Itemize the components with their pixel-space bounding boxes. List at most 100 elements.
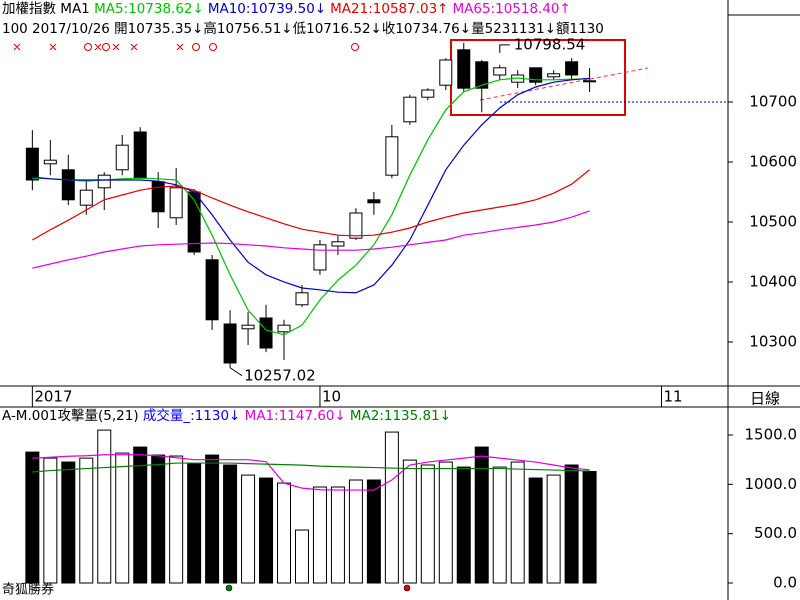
volume-title: A-M.001攻擊量(5,21): [2, 408, 139, 424]
volume-bar: [205, 454, 220, 584]
volume-bar: [25, 451, 40, 584]
candle-body: [385, 136, 399, 176]
volume-bar: [259, 477, 274, 584]
x-tick-label: 2017: [34, 388, 72, 406]
ma-line: [32, 169, 590, 241]
ma-line: [32, 77, 590, 294]
period-label[interactable]: 日線: [750, 390, 780, 408]
volume-bar: [348, 479, 363, 584]
volume-bar: [582, 471, 597, 584]
candle-body: [223, 323, 237, 364]
info: 100 2017/10/26 開10735.35↓高10756.51↓低1071…: [2, 21, 604, 37]
x-tick-label: 10: [322, 388, 341, 406]
brand: 奇狐勝券: [2, 582, 54, 598]
y-tick-label: 10600: [749, 152, 797, 170]
y-tick-label: 10700: [749, 92, 797, 110]
y-tick-label: 1000.0: [745, 475, 798, 493]
volume-bar: [384, 431, 399, 584]
legend-entry: MA21:10587.03↑: [330, 1, 449, 17]
ma-line: [32, 462, 590, 473]
volume-bar: [492, 466, 507, 584]
volume-bar: [294, 529, 309, 584]
y-tick-label: 10400: [749, 272, 797, 290]
volume-label: 成交量_:1130↓: [142, 408, 241, 424]
candle-body: [295, 292, 309, 306]
y-tick-label: 10300: [749, 332, 797, 350]
dot: [225, 584, 233, 592]
candle-body: [439, 59, 453, 86]
candle-body: [97, 174, 111, 189]
volume-bar: [330, 486, 345, 584]
candle-body: [259, 317, 273, 349]
ma-line: [32, 454, 590, 491]
candle-body: [151, 181, 165, 213]
legend-entry: MA10:10739.50↓: [207, 1, 327, 17]
volume-bar: [43, 457, 58, 584]
annotation-line: [229, 367, 243, 377]
dot: [403, 584, 411, 592]
volume-bar: [133, 446, 148, 584]
candle-body: [331, 241, 345, 247]
legend-entry: MA65:10518.40↑: [452, 1, 571, 17]
volume-bar: [169, 455, 184, 584]
candle-body: [547, 73, 561, 78]
ma-line: [32, 77, 590, 336]
volume-bar: [546, 474, 561, 584]
o-marker: [209, 43, 217, 51]
ma-line: [32, 210, 590, 269]
volume-bar: [420, 464, 435, 584]
y-tick-label: 10500: [749, 212, 797, 230]
candle-body: [25, 147, 39, 181]
signal-markers: [13, 43, 359, 51]
volume-bar: [79, 457, 94, 584]
trend-line: [479, 67, 649, 101]
volume-bar: [528, 477, 543, 584]
volume-bar: [223, 464, 238, 584]
o-marker: [84, 43, 92, 51]
o-marker: [192, 43, 200, 51]
candle-body: [565, 61, 579, 76]
candle-body: [313, 244, 327, 271]
info-line: 100 2017/10/26 開10735.35↓高10756.51↓低1071…: [2, 20, 604, 38]
volume-bar: [97, 429, 112, 584]
y-tick-label: 0.0: [773, 574, 797, 592]
o-marker: [102, 43, 110, 51]
y-tick-label: 1500.0: [745, 426, 798, 444]
candle-body: [421, 89, 435, 98]
candle-body: [169, 187, 183, 219]
volume-bar: [564, 464, 579, 584]
annotation: 10257.02: [244, 366, 316, 384]
candle-body: [241, 324, 255, 330]
volume-bar: [187, 462, 202, 584]
volume-bar: [456, 466, 471, 584]
candle-body: [277, 324, 291, 333]
candle-body: [133, 131, 147, 179]
candle-body: [583, 80, 597, 83]
legend-entry: MA1:1147.60↓: [244, 408, 346, 424]
volume-bar: [510, 461, 525, 584]
candle-body: [115, 144, 129, 171]
volume-bar: [438, 461, 453, 584]
annotation: 10798.54: [514, 35, 586, 53]
candle-body: [475, 61, 489, 89]
volume-bar: [241, 474, 256, 584]
legend-entry: MA5:10738.62↓: [94, 1, 204, 17]
candle-body: [529, 67, 543, 83]
candle-body: [43, 159, 57, 165]
volume-bar: [151, 454, 166, 584]
candle-body: [79, 189, 93, 206]
y-tick-label: 500.0: [754, 524, 797, 542]
candle-body: [205, 259, 219, 321]
candle-body: [367, 199, 381, 204]
volume-bar: [277, 482, 292, 584]
candle-body: [61, 169, 75, 201]
volume-legend-line: A-M.001攻擊量(5,21) 成交量_:1130↓ MA1:1147.60↓…: [2, 407, 455, 425]
legend: MA1:1147.60↓ MA2:1135.81↓: [245, 408, 455, 424]
title: 加權指數 MA1: [2, 1, 90, 17]
volume-bar: [402, 459, 417, 584]
annotation-line: [499, 44, 510, 53]
volume-bar: [474, 446, 489, 584]
candle-body: [493, 67, 507, 76]
candle-body: [349, 212, 363, 239]
